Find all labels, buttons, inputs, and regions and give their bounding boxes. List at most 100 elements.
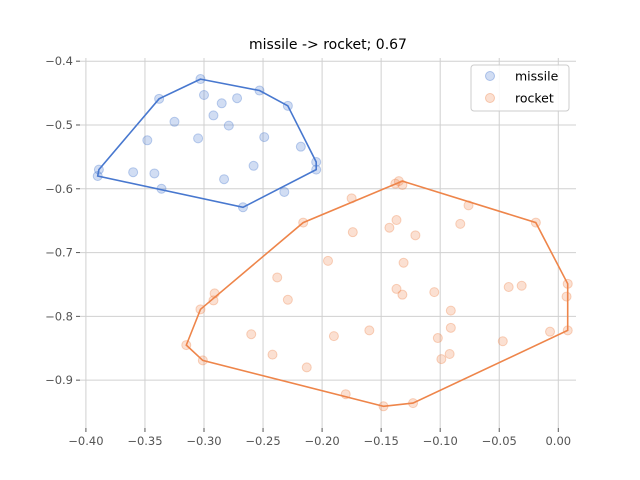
rocket-point [208,295,219,306]
y-tick-label: −0.7 [45,246,73,260]
rocket-point [503,282,514,293]
missile-point [208,110,219,121]
y-tick-label: −0.8 [45,309,73,323]
missile-point [248,160,259,171]
legend-box [470,64,570,112]
y-tick-label: −0.5 [45,118,73,132]
rocket-point [209,288,220,299]
rocket-point [436,354,447,365]
rocket-point [328,331,339,342]
missile-point [295,141,306,152]
y-tick-label: −0.6 [45,182,73,196]
missile-point [219,174,230,185]
legend-marker-rocket [485,93,495,103]
legend: missile rocket [470,64,570,112]
rocket-point [398,257,409,268]
rocket-point [497,336,508,347]
rocket-point [445,322,456,333]
x-tick-label: −0.10 [423,434,458,448]
missile-point [154,93,165,104]
missile-point [311,156,322,167]
x-tick-label: −0.20 [304,434,339,448]
legend-label-rocket: rocket [515,91,554,106]
rocket-point [197,355,208,366]
rocket-point [397,289,408,300]
y-tick-label: −0.9 [45,373,73,387]
rocket-point [391,283,402,294]
rocket-point [432,333,443,344]
rocket-point [455,218,466,229]
legend-label-missile: missile [515,69,559,84]
rocket-hull [185,180,569,408]
x-tick-label: −0.15 [364,434,399,448]
x-tick-label: 0.00 [545,434,571,448]
y-tick-label: −0.4 [45,54,73,68]
rocket-point [384,222,395,233]
rocket-point [346,193,357,204]
y-axis-ticks: −0.4 −0.5 −0.6 −0.7 −0.8 −0.9 [45,54,80,387]
grid-lines [80,58,576,428]
rocket-point [378,401,389,412]
rocket-point [545,326,556,337]
rocket-point [561,291,572,302]
missile-point [195,74,206,85]
rocket-point [323,255,333,266]
missile-point [92,171,103,182]
convex-hulls [96,78,569,408]
missile-point [142,135,153,146]
missile-point [282,100,293,111]
x-tick-label: −0.40 [68,434,103,448]
rocket-point [444,349,455,359]
rocket-point [364,325,375,336]
missile-point [128,167,139,178]
missile-point [279,186,290,197]
rocket-point [195,304,206,315]
rocket-point [516,280,527,291]
series-missile-points [92,74,322,213]
rocket-point [445,305,456,316]
rocket-point [530,217,541,228]
missile-point [223,120,234,131]
rocket-point [410,230,421,241]
x-tick-label: −0.35 [127,434,162,448]
missile-point [259,132,270,143]
missile-point [156,183,167,194]
missile-point [216,98,227,109]
rocket-point [282,294,293,305]
missile-point [149,168,160,179]
chart-title: missile -> rocket; 0.67 [249,37,407,53]
series-rocket-points [181,176,573,412]
rocket-point [347,227,358,238]
rocket-point [246,329,257,340]
missile-point [237,202,248,213]
missile-point [254,85,265,96]
rocket-point [429,287,440,298]
x-tick-label: −0.25 [245,434,280,448]
rocket-point [267,349,278,360]
missile-point [93,164,104,175]
rocket-point [562,325,573,336]
missile-point [169,116,180,127]
x-tick-label: −0.30 [186,434,221,448]
missile-point [193,133,204,144]
legend-marker-missile [485,71,495,81]
missile-point [232,93,243,104]
missile-point [199,90,209,100]
rocket-point [181,340,192,351]
rocket-point [393,176,404,187]
x-tick-label: −0.05 [482,434,517,448]
rocket-point [390,178,401,189]
rocket-point [397,179,408,190]
rocket-point [301,362,312,373]
x-axis-ticks: −0.40 −0.35 −0.30 −0.25 −0.20 −0.15 −0.10 −0.05… [68,428,571,448]
missile-point [311,164,322,175]
rocket-point [272,272,283,283]
missile-hull [96,78,318,209]
rocket-point [391,215,402,226]
rocket-point [408,398,419,409]
rocket-point [340,389,351,400]
rocket-point [562,278,573,289]
data-points [92,74,573,412]
rocket-point [463,200,474,211]
